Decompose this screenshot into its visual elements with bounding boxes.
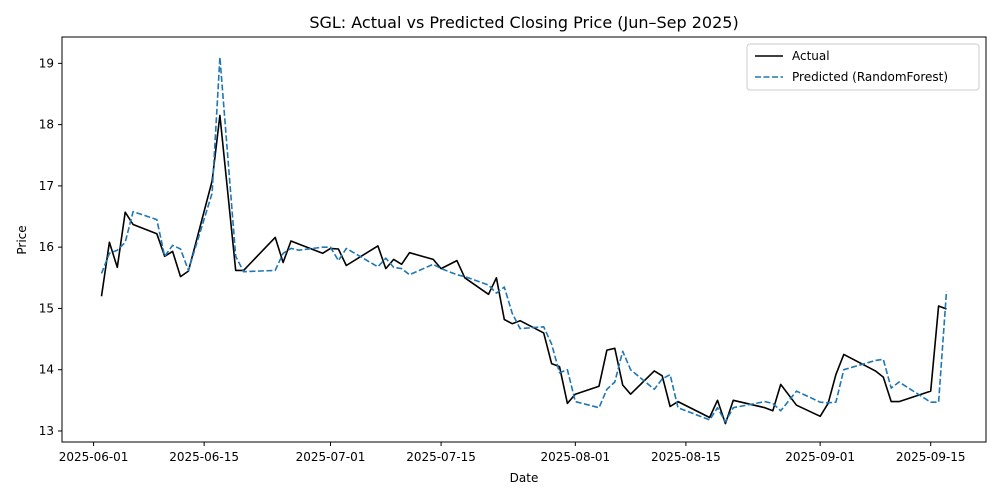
y-tick-label: 14: [39, 363, 54, 377]
x-axis-label: Date: [510, 471, 539, 485]
series-layer: [100, 56, 948, 425]
x-tick-label: 2025-08-15: [651, 450, 721, 464]
y-tick-label: 17: [39, 179, 54, 193]
y-axis-label: Price: [15, 225, 29, 254]
x-tick-label: 2025-07-01: [296, 450, 366, 464]
legend-label-predicted: Predicted (RandomForest): [792, 70, 948, 84]
chart-title: SGL: Actual vs Predicted Closing Price (…: [309, 13, 738, 32]
x-tick-label: 2025-08-01: [540, 450, 610, 464]
y-tick-label: 15: [39, 301, 54, 315]
x-tick-label: 2025-09-01: [785, 450, 855, 464]
y-tick-label: 16: [39, 240, 54, 254]
x-tick-label: 2025-09-15: [896, 450, 966, 464]
series-line-predicted: [100, 56, 948, 423]
x-tick-label: 2025-06-01: [59, 450, 129, 464]
legend-label-actual: Actual: [792, 49, 830, 63]
plot-frame: [61, 36, 987, 443]
y-tick-label: 19: [39, 56, 54, 70]
legend-box: [746, 43, 980, 91]
x-tick-label: 2025-07-15: [406, 450, 476, 464]
y-axis: 13 14 15 16 17 18 19: [39, 56, 62, 438]
x-tick-label: 2025-06-15: [169, 450, 239, 464]
y-tick-label: 18: [39, 118, 54, 132]
legend: Actual Predicted (RandomForest): [746, 43, 980, 91]
x-axis: 2025-06-01 2025-06-15 2025-07-01 2025-07-15…: [59, 442, 966, 464]
y-tick-label: 13: [39, 424, 54, 438]
